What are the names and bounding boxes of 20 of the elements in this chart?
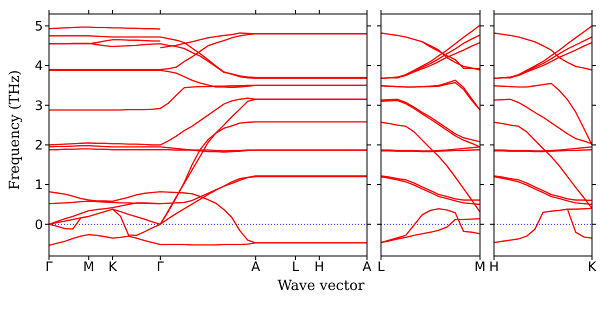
y-tick-label: 4 — [34, 59, 43, 74]
x-tick-label: M — [474, 260, 486, 276]
y-axis-title: Frequency (THz) — [6, 70, 23, 190]
x-tick-label: L — [377, 260, 386, 276]
x-tick-label: L — [292, 260, 300, 276]
y-tick-label: 1 — [34, 178, 43, 194]
x-tick-label: K — [108, 260, 118, 276]
x-tick-label: Γ — [45, 260, 54, 276]
y-tick-label: 3 — [34, 98, 43, 114]
x-tick-label: K — [588, 260, 597, 276]
y-tick-label: 0 — [34, 218, 43, 233]
x-tick-label: A — [362, 260, 372, 276]
y-tick-label: 5 — [34, 20, 43, 35]
x-tick-label: Γ — [156, 260, 165, 276]
x-tick-label: H — [489, 260, 499, 276]
x-axis-title: Wave vector — [276, 278, 366, 294]
y-tick-label: 2 — [34, 138, 43, 154]
x-tick-label: A — [251, 260, 260, 276]
x-tick-label: H — [314, 260, 324, 276]
x-tick-label: M — [83, 260, 94, 276]
